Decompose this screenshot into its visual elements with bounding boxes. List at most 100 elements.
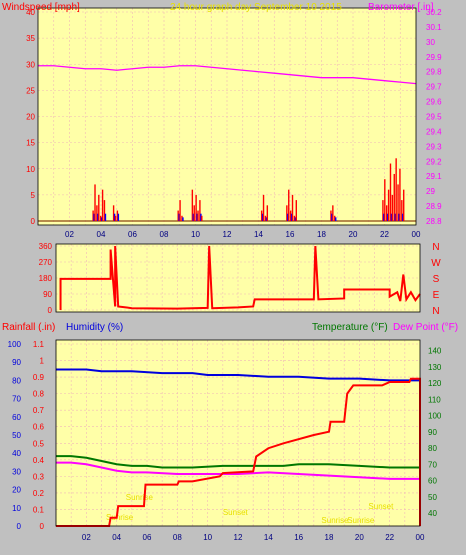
compass-tick-label: E <box>433 290 440 301</box>
grid-rain-humidity-temp <box>56 340 420 527</box>
rainfall-tick-label: 0.4 <box>33 456 45 465</box>
barometer-tick-label: 29.6 <box>426 98 442 107</box>
windspeed-tick-label: 0 <box>31 217 36 226</box>
humidity-tick-label: 60 <box>12 413 21 422</box>
windspeed-tick-label: 35 <box>26 34 35 43</box>
direction-tick-label: 180 <box>39 274 53 283</box>
sun-label: Sunrise <box>106 513 134 522</box>
sun-label: Sunrise <box>126 493 154 502</box>
humidity-tick-label: 10 <box>12 504 21 513</box>
humidity-tick-label: 20 <box>12 486 21 495</box>
x-ticks-bottom: 02 04 06 08 10 12 14 16 18 20 22 00 <box>82 533 425 542</box>
rainfall-tick-label: 1 <box>40 357 45 366</box>
barometer-tick-label: 29 <box>426 187 435 196</box>
humidity-tick-label: 50 <box>12 431 21 440</box>
x-tick-label: 20 <box>349 230 358 239</box>
humidity-tick-label: 30 <box>12 467 21 476</box>
x-tick-label: 12 <box>234 533 243 542</box>
wind-direction-line <box>59 245 421 310</box>
barometer-tick-label: 29.5 <box>426 113 442 122</box>
barometer-tick-label: 30.1 <box>426 23 442 32</box>
barometer-tick-label: 28.9 <box>426 202 442 211</box>
temperature-tick-label: 50 <box>428 493 437 502</box>
direction-tick-label: 270 <box>39 258 53 267</box>
sun-label: Sunrise <box>347 516 375 525</box>
x-tick-label: 22 <box>385 533 394 542</box>
barometer-tick-label: 29.3 <box>426 142 442 151</box>
humidity-tick-label: 40 <box>12 449 21 458</box>
humidity-axis-label: Humidity (%) <box>66 322 123 333</box>
x-tick-label: 20 <box>355 533 364 542</box>
temperature-axis-label: Temperature (°F) <box>312 322 388 333</box>
humidity-tick-label: 70 <box>12 395 21 404</box>
x-tick-label: 16 <box>294 533 303 542</box>
rainfall-tick-label: 0.8 <box>33 390 45 399</box>
humidity-tick-label: 90 <box>12 358 21 367</box>
x-tick-label: 08 <box>160 230 169 239</box>
direction-tick-label: 90 <box>43 290 52 299</box>
barometer-tick-label: 29.9 <box>426 53 442 62</box>
rainfall-tick-label: 0 <box>40 522 45 531</box>
series-wind-barometer <box>38 65 417 222</box>
barometer-tick-label: 29.4 <box>426 127 442 136</box>
windspeed-axis-label: Windspeed [mph] <box>2 2 80 13</box>
humidity-line <box>56 368 420 382</box>
rainfall-tick-label: 0.5 <box>33 439 45 448</box>
direction-tick-label: 360 <box>39 242 53 251</box>
temperature-tick-label: 140 <box>428 347 442 356</box>
x-tick-label: 10 <box>203 533 212 542</box>
x-tick-label: 00 <box>412 230 421 239</box>
rainfall-tick-label: 0.1 <box>33 505 45 514</box>
barometer-axis-label: Barometer [.in] <box>368 2 434 13</box>
barometer-tick-label: 29.8 <box>426 68 442 77</box>
sun-label: Sunrise <box>321 516 349 525</box>
dewpoint-line <box>56 461 420 480</box>
windspeed-tick-label: 25 <box>26 86 35 95</box>
x-tick-label: 14 <box>264 533 273 542</box>
series-rain-humidity-temp <box>56 368 421 527</box>
x-tick-label: 10 <box>191 230 200 239</box>
y-ticks-rainfall: 0 0.1 0.2 0.3 0.4 0.5 0.6 0.7 0.8 0.9 1 1.1 <box>33 340 45 531</box>
x-tick-label: 16 <box>286 230 295 239</box>
windspeed-tick-label: 40 <box>26 8 35 17</box>
barometer-tick-label: 29.1 <box>426 172 442 181</box>
compass-tick-label: N <box>432 306 439 317</box>
temperature-tick-label: 120 <box>428 379 442 388</box>
y-ticks-humidity: 0 10 20 30 40 50 60 70 80 90 100 <box>8 340 22 531</box>
temperature-tick-label: 130 <box>428 363 442 372</box>
y-ticks-windspeed: 0 5 10 15 20 25 30 35 40 <box>26 8 35 226</box>
rainfall-line <box>56 377 421 527</box>
y-ticks-temperature: 40 50 60 70 80 90 100 110 120 130 140 <box>428 347 442 519</box>
compass-tick-label: S <box>433 274 440 285</box>
barometer-tick-label: 29.2 <box>426 157 442 166</box>
x-ticks-top: 02 04 06 08 10 12 14 16 18 20 22 00 <box>65 230 421 239</box>
barometer-tick-label: 29.7 <box>426 83 442 92</box>
x-tick-label: 00 <box>416 533 425 542</box>
y-ticks-direction-degrees: 0 90 180 270 360 <box>39 242 53 315</box>
temperature-tick-label: 110 <box>428 395 441 404</box>
compass-tick-label: N <box>432 242 439 253</box>
rainfall-tick-label: 0.7 <box>33 406 45 415</box>
temperature-tick-label: 100 <box>428 412 442 421</box>
barometer-tick-label: 30.2 <box>426 8 442 17</box>
plot-frame-wind-barometer <box>37 7 417 226</box>
sun-label: Sunset <box>368 502 394 511</box>
barometer-tick-label: 28.8 <box>426 217 442 226</box>
x-tick-label: 02 <box>82 533 91 542</box>
temperature-tick-label: 40 <box>428 509 437 518</box>
temperature-tick-label: 60 <box>428 477 437 486</box>
series-wind-direction <box>59 245 421 310</box>
temperature-tick-label: 90 <box>428 428 437 437</box>
windspeed-tick-label: 5 <box>31 191 36 200</box>
rainfall-axis-label: Rainfall (.in) <box>2 322 55 333</box>
x-tick-label: 04 <box>97 230 106 239</box>
rainfall-tick-label: 1.1 <box>33 340 45 349</box>
x-tick-label: 18 <box>325 533 334 542</box>
chart-title: 24 hour graph day September 10 2015 <box>170 2 342 13</box>
x-tick-label: 08 <box>173 533 182 542</box>
windspeed-tick-label: 30 <box>26 60 35 69</box>
